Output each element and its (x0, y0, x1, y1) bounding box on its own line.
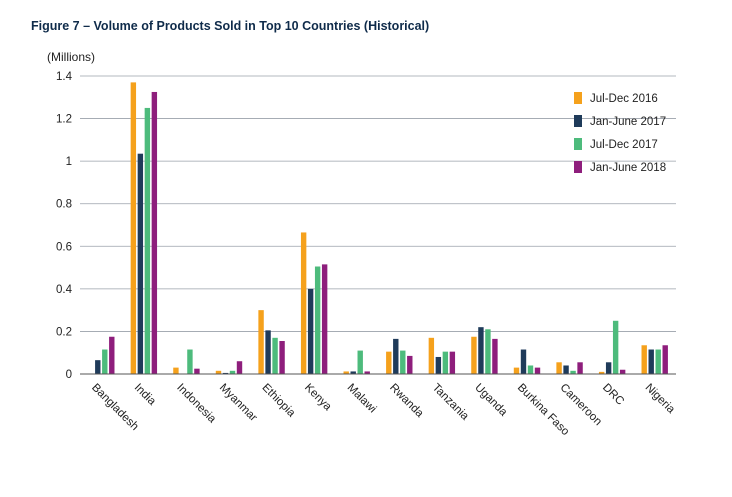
y-tick-label: 1.2 (56, 114, 72, 126)
bar (527, 365, 534, 374)
bar (350, 371, 356, 374)
bar (492, 338, 498, 374)
y-tick-label: 0.6 (56, 241, 72, 253)
bar (364, 371, 370, 374)
bar (236, 361, 243, 374)
x-tick-label: Kenya (302, 382, 334, 414)
bar (229, 370, 236, 374)
bar (485, 329, 491, 374)
bar (343, 371, 349, 374)
bar (662, 345, 668, 374)
bar (130, 82, 137, 374)
bar (577, 362, 583, 374)
bar (137, 153, 144, 374)
bar (173, 367, 179, 374)
bar (279, 341, 285, 374)
bar (478, 327, 484, 374)
legend-swatch (574, 161, 582, 173)
bar (321, 264, 328, 374)
x-tick-label: Tanzania (430, 382, 471, 423)
y-axis-unit-label: (Millions) (47, 50, 95, 64)
legend-swatch (574, 115, 582, 127)
bar (407, 355, 413, 374)
x-tick-label: Nigeria (643, 382, 678, 417)
bar (570, 370, 576, 374)
bar (187, 349, 193, 374)
bar (151, 91, 158, 374)
legend: Jul-Dec 2016 Jan-June 2017 Jul-Dec 2017 Jan… (574, 92, 666, 174)
legend-label: Jan-June 2018 (590, 162, 666, 174)
bar (222, 372, 229, 374)
legend-swatch (574, 92, 582, 104)
y-tick-label: 0.8 (56, 199, 72, 211)
x-tick-label: Ethiopia (259, 382, 297, 420)
bar (194, 368, 200, 374)
bar (109, 336, 115, 374)
x-tick-label: Myanmar (217, 382, 259, 424)
y-tick-label: 1.4 (56, 71, 73, 83)
bar (471, 336, 477, 374)
x-tick-label: Uganda (472, 382, 509, 419)
x-tick-label: Malawi (345, 382, 379, 416)
bar (307, 288, 314, 374)
y-tick-label: 0.2 (56, 326, 72, 338)
bar (272, 337, 278, 374)
y-tick-label: 0.4 (56, 284, 73, 296)
bar (215, 370, 222, 374)
bar (619, 369, 626, 374)
bars (95, 82, 668, 374)
x-tick-label: Rwanda (387, 382, 426, 421)
bar (449, 351, 456, 374)
bar (598, 371, 605, 374)
bar (314, 266, 321, 374)
bar (648, 349, 654, 374)
bar (357, 350, 363, 374)
bar (534, 367, 541, 374)
x-tick-label: India (132, 382, 159, 409)
bar (386, 351, 392, 374)
y-tick-label: 0 (66, 369, 72, 381)
gridlines (80, 75, 676, 332)
bar (605, 362, 612, 374)
legend-label: Jan-June 2017 (590, 116, 666, 128)
bar (641, 345, 647, 374)
bar (258, 310, 264, 374)
bar (265, 330, 271, 374)
x-tick-label: Cameroon (557, 382, 603, 428)
bar (300, 232, 307, 374)
bar (428, 337, 435, 374)
bar (612, 320, 619, 374)
bar (95, 360, 101, 374)
bar (556, 362, 562, 374)
legend-label: Jul-Dec 2016 (590, 93, 658, 105)
bar (513, 367, 520, 374)
bar (393, 338, 399, 374)
bar (102, 349, 108, 374)
bar (144, 107, 151, 374)
legend-label: Jul-Dec 2017 (590, 139, 658, 151)
bar (400, 350, 406, 374)
bar (655, 349, 661, 374)
bar (520, 349, 527, 374)
chart-title: Figure 7 – Volume of Products Sold in To… (31, 19, 429, 33)
bar (435, 356, 442, 374)
x-tick-label: DRC (600, 382, 626, 408)
y-tick-label: 1 (66, 156, 72, 168)
legend-swatch (574, 138, 582, 150)
bar (442, 351, 449, 374)
x-tick-label: Indonesia (174, 382, 218, 426)
bar (563, 365, 569, 374)
y-axis-ticks: 0 0.2 0.4 0.6 0.8 1 1.2 1.4 (56, 71, 73, 381)
